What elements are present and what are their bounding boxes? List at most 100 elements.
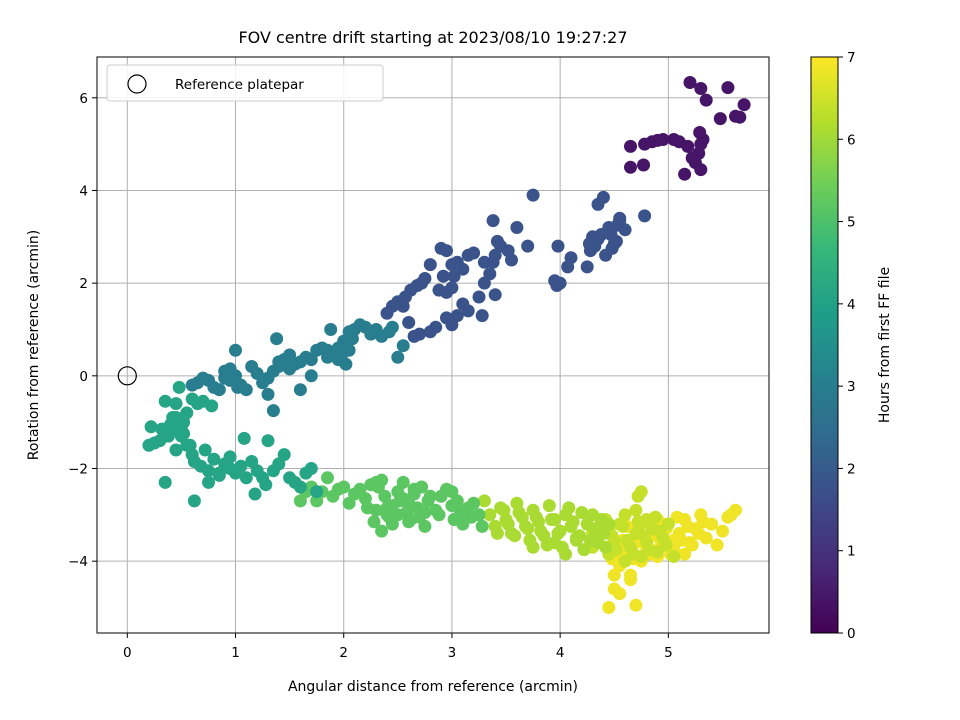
data-point — [367, 515, 381, 529]
data-point — [277, 448, 291, 462]
data-point — [207, 452, 221, 466]
data-point — [418, 506, 432, 519]
data-point — [337, 480, 351, 494]
data-point — [497, 503, 511, 517]
data-point — [575, 506, 589, 519]
data-point — [629, 598, 643, 612]
data-point — [633, 517, 647, 531]
y-tick-label: 4 — [79, 183, 88, 199]
data-point — [310, 485, 324, 499]
x-tick-label: 1 — [231, 645, 240, 661]
data-point — [699, 93, 713, 107]
data-point — [591, 232, 605, 246]
data-point — [508, 529, 522, 543]
data-point — [456, 262, 470, 276]
data-point — [483, 508, 497, 522]
data-point — [248, 487, 262, 501]
data-point — [548, 536, 562, 550]
data-point — [477, 276, 491, 290]
data-point — [526, 188, 540, 202]
data-point — [169, 443, 183, 457]
data-point — [713, 112, 727, 126]
data-point — [177, 427, 191, 441]
data-point — [361, 501, 374, 515]
data-point — [602, 517, 616, 531]
colorbar-tick-label: 3 — [847, 379, 856, 395]
data-point — [187, 494, 201, 508]
data-point — [638, 529, 652, 543]
data-point — [490, 526, 504, 540]
colorbar-ticks: 0 1 2 3 4 5 6 7 — [838, 50, 856, 642]
data-point — [402, 316, 416, 329]
data-point — [545, 513, 558, 526]
chart-title: FOV centre drift starting at 2023/08/10 … — [238, 28, 627, 47]
data-point — [423, 489, 437, 503]
x-tick-label: 5 — [664, 645, 673, 661]
data-point — [369, 475, 383, 489]
data-point — [716, 524, 729, 538]
data-point — [678, 167, 692, 181]
data-point — [561, 260, 575, 274]
data-point — [611, 218, 624, 232]
data-point — [461, 304, 475, 318]
reference-marker — [117, 366, 137, 386]
data-point — [467, 496, 481, 510]
data-point — [270, 332, 284, 346]
data-point — [591, 197, 605, 211]
data-point — [396, 475, 410, 489]
data-point — [661, 517, 675, 531]
y-axis-label: Rotation from reference (arcmin) — [26, 230, 42, 460]
data-point — [642, 543, 656, 557]
data-point — [304, 462, 318, 475]
colorbar-tick-label: 2 — [847, 461, 856, 477]
legend-label: Reference platepar — [175, 77, 304, 93]
data-point — [681, 139, 695, 153]
data-point — [569, 533, 583, 547]
data-point — [324, 323, 338, 336]
data-point — [542, 499, 556, 513]
data-point — [423, 258, 437, 272]
data-point — [472, 290, 486, 304]
x-axis-label: Angular distance from reference (arcmin) — [288, 679, 578, 695]
data-point — [432, 283, 446, 297]
data-point — [551, 239, 565, 253]
data-point — [737, 98, 751, 112]
data-point — [609, 543, 623, 557]
data-point — [505, 253, 518, 267]
data-point — [436, 269, 450, 283]
data-point — [624, 160, 637, 174]
colorbar-label: Hours from first FF file — [877, 267, 893, 423]
colorbar-tick-label: 4 — [847, 297, 856, 313]
data-point — [229, 343, 242, 357]
data-point — [218, 364, 232, 378]
data-point — [304, 369, 318, 383]
data-point — [475, 309, 489, 323]
colorbar-tick-label: 1 — [847, 544, 856, 560]
data-point — [692, 526, 706, 540]
data-point — [472, 508, 486, 522]
x-tick-label: 4 — [556, 645, 565, 661]
y-tick-label: 0 — [79, 369, 88, 385]
data-point — [678, 547, 692, 561]
data-point — [733, 110, 747, 124]
data-point — [477, 255, 491, 269]
data-point — [696, 515, 710, 529]
data-point — [488, 288, 502, 302]
legend: Reference platepar — [106, 64, 384, 102]
data-point — [721, 81, 735, 95]
data-point — [559, 547, 573, 561]
x-tick-label: 3 — [448, 645, 457, 661]
data-point — [616, 519, 630, 533]
y-tick-label: 2 — [79, 276, 88, 292]
data-point — [627, 547, 641, 561]
data-point — [519, 519, 532, 533]
x-tick-label: 2 — [339, 645, 348, 661]
data-point — [637, 158, 650, 172]
data-point — [144, 420, 158, 434]
data-point — [729, 503, 742, 517]
data-point — [710, 538, 724, 552]
data-point — [638, 209, 652, 223]
data-point — [391, 508, 405, 522]
data-point — [158, 475, 172, 489]
data-point — [529, 510, 543, 524]
